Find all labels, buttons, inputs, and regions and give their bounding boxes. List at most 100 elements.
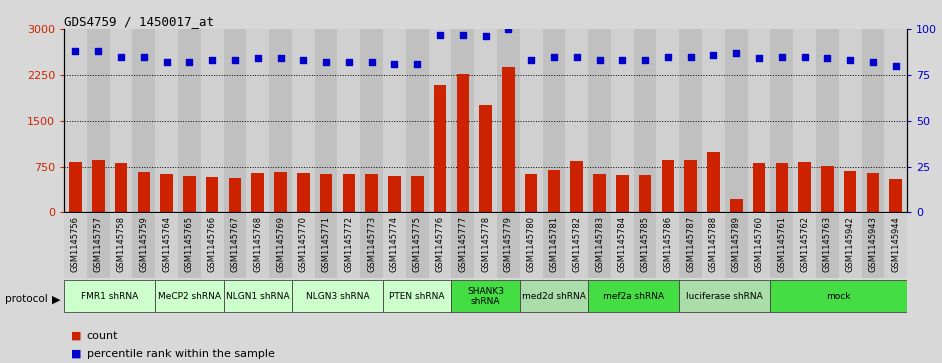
Bar: [178, 213, 201, 278]
Bar: [365, 174, 378, 212]
Text: mock: mock: [826, 292, 851, 301]
Text: GSM1145779: GSM1145779: [504, 216, 512, 272]
Point: [296, 57, 311, 63]
Bar: [292, 29, 315, 212]
Bar: [543, 213, 565, 278]
Point: [455, 32, 470, 37]
Bar: [223, 29, 247, 212]
Point: [479, 33, 494, 39]
Bar: [679, 29, 702, 212]
Bar: [838, 29, 862, 212]
Bar: [92, 160, 105, 212]
Bar: [201, 29, 223, 212]
Bar: [133, 29, 155, 212]
Bar: [429, 213, 451, 278]
Bar: [547, 170, 560, 212]
Point: [683, 54, 698, 60]
FancyBboxPatch shape: [451, 280, 520, 312]
Point: [888, 63, 903, 69]
Bar: [360, 29, 383, 212]
Bar: [269, 29, 292, 212]
Bar: [679, 213, 702, 278]
Text: GSM1145761: GSM1145761: [777, 216, 787, 272]
Bar: [64, 29, 87, 212]
Bar: [360, 213, 383, 278]
Bar: [730, 199, 742, 212]
Text: GSM1145760: GSM1145760: [755, 216, 764, 272]
Bar: [479, 105, 492, 212]
Bar: [474, 213, 497, 278]
Bar: [724, 29, 748, 212]
Text: PTEN shRNA: PTEN shRNA: [389, 292, 445, 301]
Bar: [520, 213, 543, 278]
Point: [182, 59, 197, 65]
Bar: [343, 175, 355, 212]
Bar: [816, 29, 838, 212]
Text: GSM1145944: GSM1145944: [891, 216, 901, 272]
Point: [615, 57, 630, 63]
Point: [387, 61, 402, 67]
Bar: [702, 213, 724, 278]
Point: [592, 57, 607, 63]
Text: FMR1 shRNA: FMR1 shRNA: [81, 292, 138, 301]
Bar: [223, 213, 247, 278]
Bar: [838, 213, 862, 278]
Text: GSM1145783: GSM1145783: [595, 216, 604, 273]
Text: GSM1145756: GSM1145756: [71, 216, 80, 272]
Bar: [702, 29, 724, 212]
Bar: [565, 213, 588, 278]
Point: [68, 48, 83, 54]
Bar: [685, 160, 697, 212]
Bar: [844, 171, 856, 212]
Text: GSM1145769: GSM1145769: [276, 216, 285, 272]
Bar: [748, 29, 771, 212]
Bar: [793, 29, 816, 212]
FancyBboxPatch shape: [771, 280, 907, 312]
Text: GSM1145785: GSM1145785: [641, 216, 650, 272]
Point: [365, 59, 380, 65]
Text: GSM1145772: GSM1145772: [345, 216, 353, 272]
Text: luciferase shRNA: luciferase shRNA: [687, 292, 763, 301]
Bar: [388, 176, 400, 212]
Bar: [520, 29, 543, 212]
Bar: [155, 213, 178, 278]
Bar: [451, 29, 474, 212]
Bar: [543, 29, 565, 212]
Bar: [657, 29, 679, 212]
Bar: [87, 29, 109, 212]
Text: GSM1145765: GSM1145765: [185, 216, 194, 272]
Point: [204, 57, 219, 63]
Bar: [753, 163, 765, 212]
Point: [90, 48, 106, 54]
Bar: [885, 29, 907, 212]
Bar: [748, 213, 771, 278]
Bar: [201, 213, 223, 278]
Bar: [474, 29, 497, 212]
Bar: [611, 29, 634, 212]
FancyBboxPatch shape: [155, 280, 223, 312]
Bar: [867, 173, 879, 212]
Bar: [297, 173, 310, 212]
Bar: [337, 213, 360, 278]
Bar: [525, 175, 538, 212]
Text: GSM1145773: GSM1145773: [367, 216, 376, 273]
Bar: [862, 213, 885, 278]
Bar: [320, 175, 333, 212]
Point: [524, 57, 539, 63]
Bar: [798, 162, 811, 212]
Bar: [429, 29, 451, 212]
Bar: [457, 74, 469, 212]
Point: [569, 54, 584, 60]
Text: count: count: [87, 331, 118, 341]
Bar: [406, 213, 429, 278]
Bar: [793, 213, 816, 278]
Point: [159, 59, 174, 65]
Bar: [64, 213, 87, 278]
Bar: [315, 213, 337, 278]
Bar: [775, 163, 788, 212]
Text: NLGN3 shRNA: NLGN3 shRNA: [305, 292, 369, 301]
Bar: [109, 29, 133, 212]
Bar: [724, 213, 748, 278]
Bar: [571, 161, 583, 212]
Bar: [115, 163, 127, 212]
